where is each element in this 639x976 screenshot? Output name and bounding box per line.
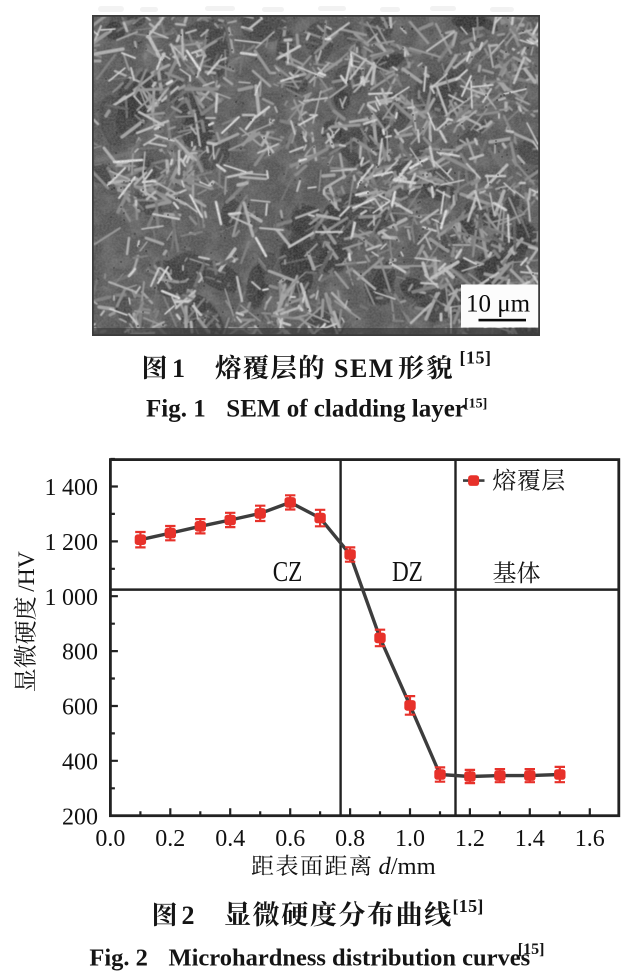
svg-text:DZ: DZ xyxy=(392,555,423,587)
svg-text:[15]: [15] xyxy=(518,941,545,958)
svg-text:200: 200 xyxy=(62,804,98,830)
svg-text:400: 400 xyxy=(62,749,98,775)
svg-text:[15]: [15] xyxy=(460,348,492,368)
svg-text:10 μm: 10 μm xyxy=(466,291,531,318)
svg-text:0.8: 0.8 xyxy=(335,826,365,852)
svg-text:1.0: 1.0 xyxy=(395,826,425,852)
svg-text:SEM: SEM xyxy=(334,354,395,383)
svg-text:0.2: 0.2 xyxy=(155,826,185,852)
svg-text:1: 1 xyxy=(172,354,185,383)
svg-text:CZ: CZ xyxy=(273,555,303,587)
svg-text:200: 200 xyxy=(62,530,98,556)
svg-text:1.2: 1.2 xyxy=(455,826,485,852)
svg-text:1.6: 1.6 xyxy=(575,826,605,852)
svg-text:0.4: 0.4 xyxy=(215,826,245,852)
svg-text:1: 1 xyxy=(45,530,57,556)
svg-text:1: 1 xyxy=(45,475,57,501)
svg-text:Fig. 1: Fig. 1 xyxy=(146,396,206,423)
svg-text:SEM of cladding layer: SEM of cladding layer xyxy=(226,396,466,423)
svg-text:Microhardness distribution cur: Microhardness distribution curves xyxy=(169,944,531,971)
svg-text:800: 800 xyxy=(62,640,98,666)
svg-text:600: 600 xyxy=(62,695,98,721)
svg-text:1: 1 xyxy=(45,585,57,611)
svg-text:Fig. 2: Fig. 2 xyxy=(89,944,148,971)
svg-text:[15]: [15] xyxy=(453,896,484,916)
svg-text:[15]: [15] xyxy=(464,396,487,411)
svg-text:400: 400 xyxy=(62,475,98,501)
svg-text:1.4: 1.4 xyxy=(515,826,545,852)
svg-text:0.6: 0.6 xyxy=(275,826,305,852)
svg-text:d/mm: d/mm xyxy=(379,853,436,880)
svg-text:0.0: 0.0 xyxy=(95,826,125,852)
svg-text:000: 000 xyxy=(62,585,98,611)
svg-text:2: 2 xyxy=(182,901,195,930)
svg-text:/HV: /HV xyxy=(14,551,40,592)
